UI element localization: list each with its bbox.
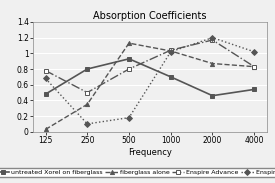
Line: Enspire Protect: Enspire Protect [43,36,256,126]
Enspire Protect [127,117,131,119]
fiberglass alone [211,62,214,65]
untreated Xorel on fiberglass [86,68,89,70]
Enspire Protect [86,123,89,125]
untreated Xorel on fiberglass [252,88,256,91]
fiberglass alone [169,50,172,52]
untreated Xorel on fiberglass [211,95,214,97]
X-axis label: Frequency: Frequency [128,148,172,157]
untreated Xorel on fiberglass [127,58,131,60]
Enspire Protect [211,37,214,39]
untreated Xorel on fiberglass [44,93,47,95]
untreated Xorel on fiberglass [169,76,172,78]
Enspire Protect [169,51,172,53]
Enspire Advance [211,39,214,41]
fiberglass alone [252,66,256,68]
Legend: untreated Xorel on fiberglass, fiberglass alone, Enspire Advance, Enspire Protec: untreated Xorel on fiberglass, fiberglas… [0,168,275,177]
Enspire Advance [86,92,89,94]
Enspire Advance [44,70,47,72]
Enspire Advance [252,66,256,68]
fiberglass alone [44,128,47,130]
Title: Absorption Coefficients: Absorption Coefficients [93,11,207,21]
Enspire Protect [44,77,47,80]
Line: Enspire Advance: Enspire Advance [43,38,256,95]
Enspire Advance [127,68,131,70]
Enspire Advance [169,49,172,51]
Line: fiberglass alone: fiberglass alone [43,41,256,132]
fiberglass alone [86,103,89,105]
fiberglass alone [127,42,131,44]
Line: untreated Xorel on fiberglass: untreated Xorel on fiberglass [43,57,256,98]
Enspire Protect [252,51,256,53]
